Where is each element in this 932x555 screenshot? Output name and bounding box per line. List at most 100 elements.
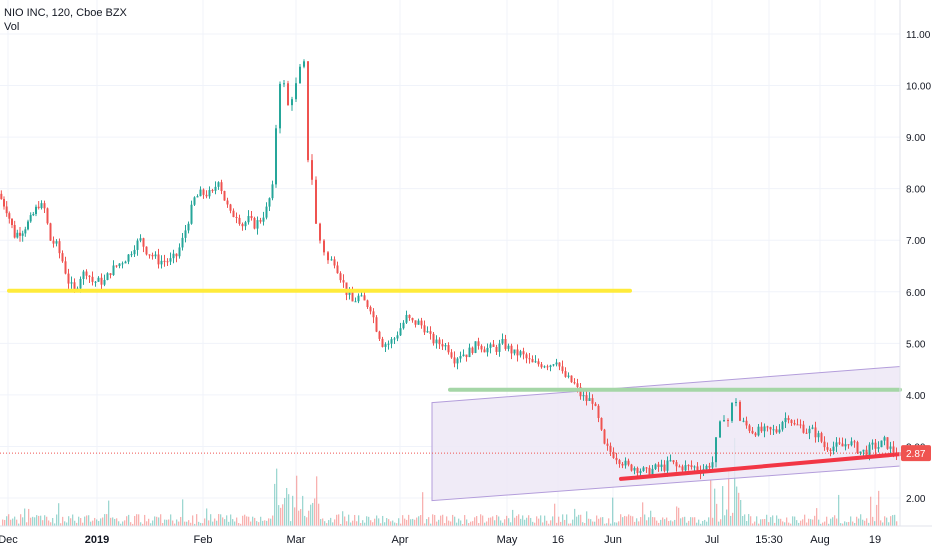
volume-bar (2, 519, 4, 526)
volume-bar (472, 521, 474, 526)
candle-body (739, 401, 741, 421)
candle-body (55, 241, 58, 244)
time-tick-label: Jul (705, 534, 719, 546)
candle-body (387, 343, 390, 345)
candle-body (859, 451, 862, 454)
candle-body (678, 466, 681, 468)
candle-body (21, 233, 24, 236)
candle-body (883, 437, 886, 441)
candle-body (271, 184, 274, 199)
volume-bar (230, 514, 232, 526)
candle-body (465, 354, 468, 358)
candle-body (303, 61, 305, 67)
candle-body (856, 442, 859, 454)
volume-bar (760, 519, 762, 526)
volume-bar (560, 521, 562, 526)
volume-bar (142, 523, 144, 526)
candle-body (558, 362, 561, 367)
candle-body (540, 364, 543, 368)
candle-body (760, 426, 763, 432)
volume-bar (780, 518, 782, 526)
volume-bar (250, 521, 252, 526)
volume-bar (318, 503, 320, 526)
volume-bar (450, 521, 452, 526)
candle-body (366, 300, 369, 308)
volume-bar (572, 519, 574, 526)
candle-body (546, 366, 549, 368)
volume-bar (78, 516, 80, 526)
candle-body (145, 246, 148, 255)
symbol-title[interactable]: NIO INC, 120, Cboe BZX (4, 7, 127, 19)
volume-bar (576, 516, 578, 526)
volume-bar (236, 517, 238, 526)
volume-bar (550, 520, 552, 526)
volume-bar (790, 523, 792, 526)
candle-body (705, 465, 708, 470)
volume-label[interactable]: Vol (4, 21, 20, 33)
volume-bar (558, 516, 560, 526)
volume-bar (140, 522, 142, 526)
candle-body (441, 344, 444, 347)
volume-bars (2, 437, 898, 526)
volume-bar (108, 500, 110, 526)
volume-bar (540, 515, 542, 526)
candle-body (390, 339, 393, 344)
volume-bar (90, 521, 92, 526)
volume-bar (660, 519, 662, 526)
volume-bar (148, 518, 150, 526)
volume-bar (784, 522, 786, 526)
candle-body (633, 468, 636, 471)
drawings[interactable] (7, 288, 902, 481)
volume-bar (410, 519, 412, 526)
volume-bar (626, 516, 628, 526)
volume-bar (604, 523, 606, 526)
volume-bar (726, 509, 728, 526)
volume-bar (698, 519, 700, 526)
volume-bar (284, 497, 286, 526)
volume-bar (670, 520, 672, 526)
volume-bar (74, 520, 76, 526)
volume-bar (740, 500, 742, 526)
volume-bar (478, 523, 480, 526)
volume-bar (246, 516, 248, 526)
candle-body (336, 265, 339, 274)
candle-body (399, 328, 402, 336)
volume-bar (214, 518, 216, 526)
candle-body (295, 83, 297, 100)
volume-bar (554, 503, 556, 526)
candle-body (871, 442, 874, 445)
volume-bar (172, 520, 174, 526)
volume-bar (368, 516, 370, 526)
candle-body (627, 460, 630, 465)
volume-bar (124, 520, 126, 526)
candle-body (847, 444, 850, 446)
candle-body (250, 216, 253, 219)
volume-bar (464, 515, 466, 526)
volume-bar (150, 523, 152, 526)
candle-body (241, 223, 244, 227)
volume-bar (308, 510, 310, 526)
volume-bar (38, 515, 40, 526)
candle-body (112, 265, 115, 276)
time-axis[interactable]: Dec 2019 Feb Mar Apr May 16 Jun Jul 15:30 Aug 19 (0, 534, 881, 546)
candle-body (160, 260, 163, 265)
volume-bar (194, 523, 196, 526)
candle-body (414, 320, 417, 325)
volume-bar (24, 508, 26, 526)
volume-bar (584, 523, 586, 526)
volume-bar (840, 523, 842, 526)
candle-body (459, 356, 462, 359)
candle-body (211, 190, 214, 192)
volume-bar (378, 518, 380, 526)
candle-body (793, 422, 796, 425)
volume-bar (874, 521, 876, 526)
volume-bar (14, 516, 16, 526)
time-tick-label: 16 (552, 534, 564, 546)
volume-bar (182, 499, 184, 526)
candle-body (468, 347, 471, 358)
candle-body (832, 446, 835, 451)
volume-bar (212, 521, 214, 526)
volume-bar (624, 515, 626, 526)
